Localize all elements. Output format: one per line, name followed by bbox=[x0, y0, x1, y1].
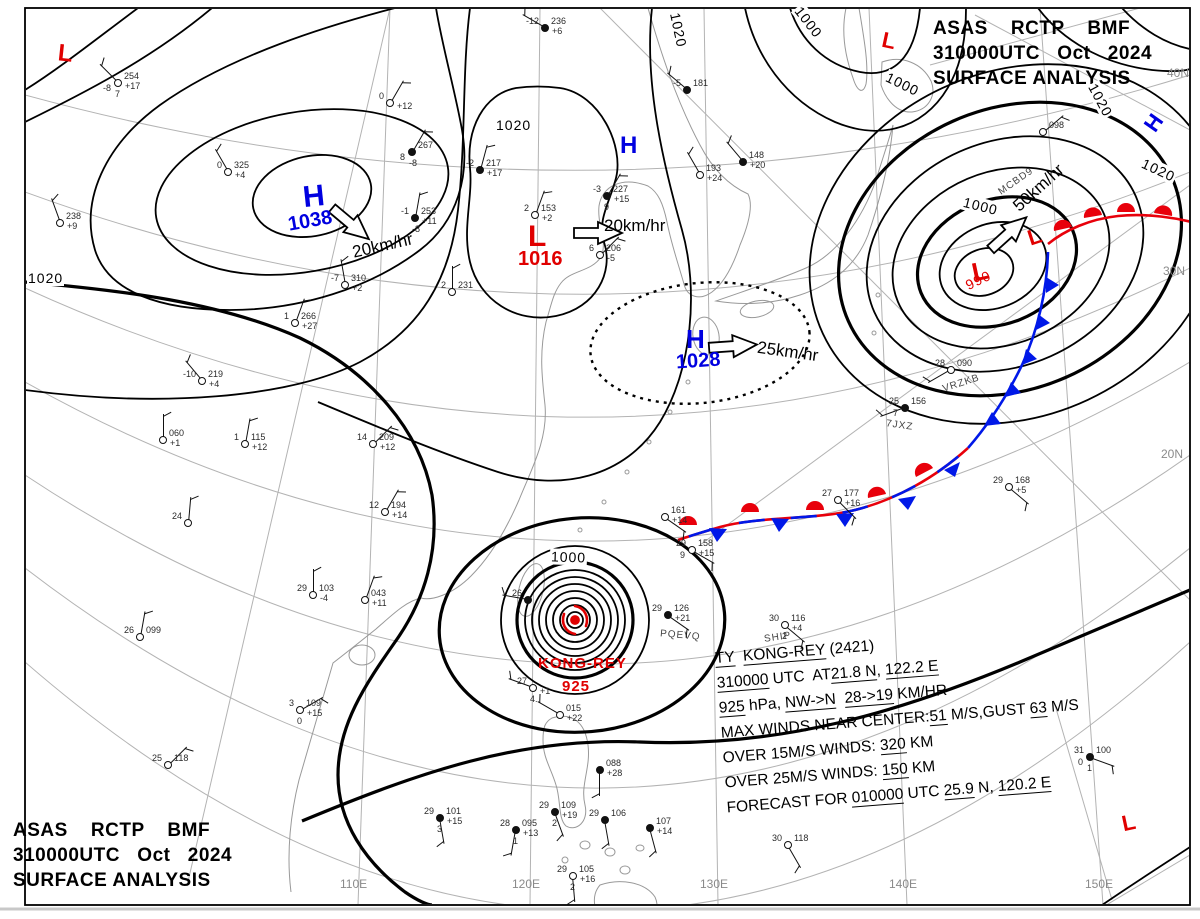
warm-front-markers bbox=[679, 203, 1173, 525]
typhoon-icon bbox=[561, 604, 589, 636]
fronts bbox=[677, 203, 1189, 542]
arrow-icon bbox=[573, 220, 625, 246]
dotted-high-contour bbox=[589, 281, 811, 405]
map-border bbox=[24, 7, 1191, 906]
arrow-icon bbox=[707, 333, 760, 359]
arrow-icon bbox=[327, 203, 371, 241]
graticule bbox=[26, 9, 1189, 904]
isobars bbox=[26, 9, 1189, 904]
warm-front-line bbox=[1047, 213, 1189, 246]
cold-front-markers bbox=[709, 277, 1059, 542]
arrow-icon bbox=[986, 215, 1028, 255]
motion-arrows bbox=[327, 203, 1028, 359]
coastlines bbox=[288, 9, 934, 904]
stationary-front-line bbox=[677, 447, 969, 542]
